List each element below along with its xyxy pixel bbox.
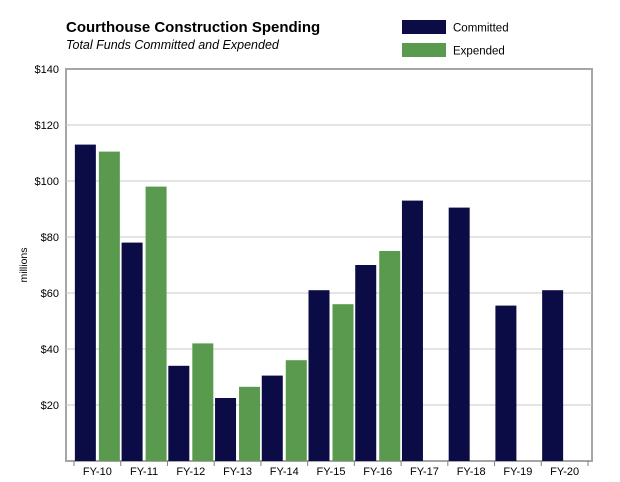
legend: Committed Expended bbox=[402, 20, 509, 58]
bar-committed-fy-15 bbox=[308, 290, 330, 461]
bar-committed-fy-11 bbox=[121, 242, 143, 461]
x-tick-label: FY-12 bbox=[176, 466, 205, 478]
x-tick-label: FY-16 bbox=[363, 466, 392, 478]
bar-expended-fy-11 bbox=[145, 186, 167, 461]
x-tick-label: FY-15 bbox=[317, 466, 346, 478]
x-tick-label: FY-18 bbox=[457, 466, 486, 478]
x-tick-label: FY-19 bbox=[503, 466, 532, 478]
y-tick-label: $120 bbox=[35, 120, 59, 132]
legend-swatch-expended bbox=[402, 43, 446, 57]
legend-label-committed: Committed bbox=[453, 23, 509, 35]
x-tick-label: FY-14 bbox=[270, 466, 299, 478]
bar-committed-fy-16 bbox=[355, 265, 377, 461]
bar-committed-fy-12 bbox=[168, 365, 190, 461]
bar-expended-fy-16 bbox=[379, 251, 401, 461]
bar-committed-fy-14 bbox=[261, 375, 283, 461]
bar-expended-fy-13 bbox=[239, 386, 261, 461]
y-tick-label: $20 bbox=[41, 400, 59, 412]
bar-expended-fy-10 bbox=[98, 151, 120, 461]
y-tick-label: $60 bbox=[41, 288, 59, 300]
bar-expended-fy-14 bbox=[285, 360, 307, 461]
x-tick-label: FY-10 bbox=[83, 466, 112, 478]
y-tick-label: $100 bbox=[35, 176, 59, 188]
y-axis-ticks: $20 $40 $60 $80 $100 $120 $140 bbox=[35, 64, 59, 412]
chart-title: Courthouse Construction Spending bbox=[66, 19, 320, 36]
bar-expended-fy-15 bbox=[332, 304, 354, 461]
bar-committed-fy-18 bbox=[448, 207, 470, 461]
x-axis-ticks: FY-10 FY-11 FY-12 FY-13 FY-14 FY-15 FY-16 FY-17… bbox=[73, 461, 589, 478]
x-tick-label: FY-11 bbox=[130, 466, 158, 478]
bar-committed-fy-10 bbox=[74, 144, 96, 461]
y-tick-label: $140 bbox=[35, 64, 59, 76]
x-tick-label: FY-20 bbox=[550, 466, 579, 478]
bar-committed-fy-13 bbox=[215, 398, 237, 461]
x-tick-label: FY-13 bbox=[223, 466, 252, 478]
x-tick-label: FY-17 bbox=[410, 466, 439, 478]
y-tick-label: $80 bbox=[41, 232, 59, 244]
y-axis-label: millions bbox=[18, 247, 30, 282]
y-tick-label: $40 bbox=[41, 344, 59, 356]
legend-swatch-committed bbox=[402, 20, 446, 34]
bars bbox=[74, 144, 564, 461]
bar-committed-fy-19 bbox=[495, 305, 517, 461]
legend-label-expended: Expended bbox=[453, 46, 505, 58]
bar-expended-fy-12 bbox=[192, 343, 214, 461]
bar-committed-fy-17 bbox=[401, 200, 423, 461]
chart-subtitle: Total Funds Committed and Expended bbox=[66, 38, 280, 52]
bar-committed-fy-20 bbox=[542, 290, 564, 461]
